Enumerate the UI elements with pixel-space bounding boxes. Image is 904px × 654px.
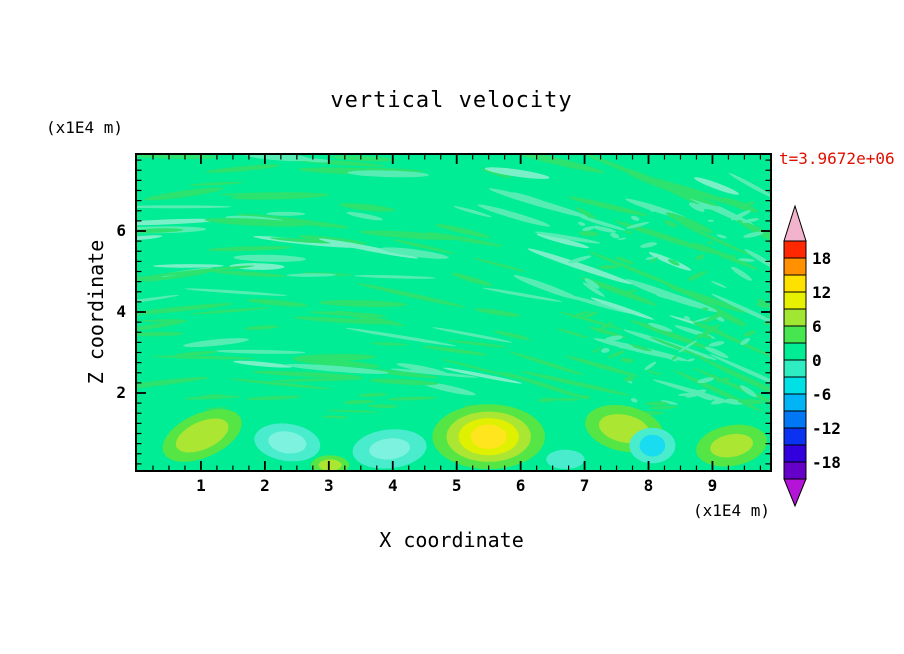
z-tick-label: 4 [116,302,126,321]
x-tick-label: 1 [196,476,206,495]
page-title: vertical velocity [330,88,573,113]
contour-field-svg [137,155,770,470]
x-tick-labels: 1 2 3 4 5 6 7 8 9 [137,476,770,498]
z-tick-label: 2 [116,383,126,402]
x-tick-label: 3 [323,476,334,495]
time-label: t=3.9672e+06 [779,149,895,168]
colorbar-tick-label: 0 [812,351,822,370]
x-tick-label: 2 [260,476,270,495]
colorbar-tick-label: 6 [812,317,822,336]
x-tick-label: 5 [451,476,462,495]
x-tick-label: 9 [707,476,718,495]
colorbar-tick-label: -18 [812,453,841,472]
colorbar [783,205,807,507]
x-tick-label: 8 [643,476,654,495]
colorbar-tick-label: -6 [812,385,832,404]
contour-plot-area [135,153,772,472]
colorbar-tick-label: 18 [812,249,832,268]
colorbar-tick-label: 12 [812,283,832,302]
z-tick-label: 6 [116,221,126,240]
x-tick-label: 7 [579,476,590,495]
colorbar-tick-label: -12 [812,419,841,438]
z-tick-labels: 6 4 2 [60,155,126,470]
x-tick-label: 4 [387,476,398,495]
x-tick-label: 6 [515,476,526,495]
colorbar-labels: 18 12 6 0 -6 -12 -18 [812,205,860,507]
x-axis-unit-label: (x1E4 m) [692,501,770,520]
z-axis-unit-label: (x1E4 m) [46,118,124,137]
x-axis-title: X coordinate [379,528,524,552]
